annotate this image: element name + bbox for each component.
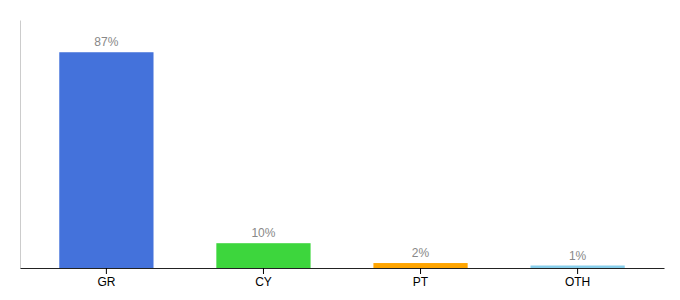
x-axis-line (21, 268, 665, 269)
y-axis (20, 21, 21, 269)
plot-area: GR CY PT OTH 87% 10% 2% 1% (21, 21, 665, 289)
x-tick-mark (577, 268, 578, 274)
bar (216, 243, 310, 268)
x-tick-mark (106, 268, 107, 274)
x-tick: PT (413, 268, 429, 289)
data-label: 2% (412, 246, 430, 260)
data-label: 10% (251, 226, 275, 240)
x-axis: GR CY PT OTH (21, 268, 665, 289)
y-axis-line (20, 21, 21, 269)
x-tick-label: GR (97, 275, 115, 289)
x-tick-mark (420, 268, 421, 274)
bar (530, 266, 624, 268)
x-tick-label: PT (413, 275, 429, 289)
x-tick-label: OTH (565, 275, 590, 289)
x-tick: CY (255, 268, 272, 289)
bars (59, 52, 624, 268)
chart: GR CY PT OTH 87% 10% 2% 1% (0, 0, 680, 300)
data-label: 1% (569, 249, 587, 263)
data-labels: 87% 10% 2% 1% (94, 35, 586, 262)
x-tick-label: CY (255, 275, 272, 289)
x-tick-mark (263, 268, 264, 274)
chart-container: GR CY PT OTH 87% 10% 2% 1% (0, 0, 680, 300)
x-tick: OTH (565, 268, 590, 289)
bar (59, 52, 153, 268)
data-label: 87% (94, 35, 118, 49)
bar (373, 263, 467, 268)
x-tick: GR (97, 268, 115, 289)
